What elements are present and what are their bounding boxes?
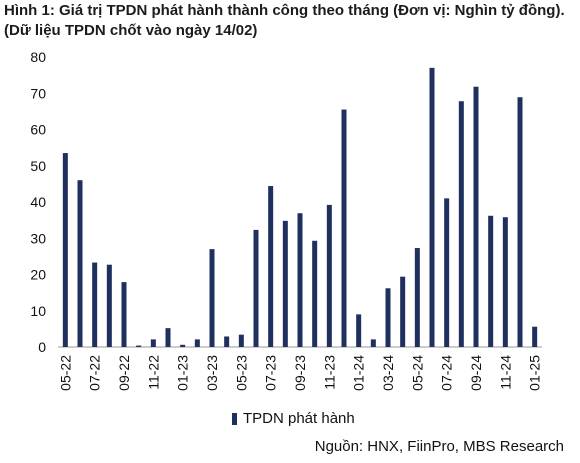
y-tick-label: 30 (30, 230, 46, 246)
bar-01-24 (356, 314, 362, 347)
bar-12-23 (341, 109, 347, 347)
x-tick-label: 07-24 (439, 355, 455, 391)
y-tick-label: 80 (30, 49, 46, 65)
x-tick-label: 03-23 (204, 355, 220, 391)
bar-07-24 (444, 198, 450, 347)
x-tick-label: 05-22 (57, 355, 73, 391)
x-axis: 05-22 07-22 09-22 11-22 01-23 03-23 05-23 07-23… (57, 355, 542, 391)
bar-11-23 (326, 204, 332, 347)
y-tick-label: 50 (30, 158, 46, 174)
bar-08-24 (458, 101, 464, 347)
bar-05-22 (62, 153, 68, 347)
bar-06-24 (429, 67, 435, 347)
x-tick-label: 05-24 (409, 355, 425, 391)
x-tick-label: 11-24 (497, 355, 513, 390)
x-tick-label: 11-23 (321, 355, 337, 390)
source-note: Nguồn: HNX, FiinPro, MBS Research (314, 438, 564, 455)
x-tick-label: 01-23 (175, 355, 191, 391)
x-tick-label: 09-22 (116, 355, 132, 391)
y-tick-label: 10 (30, 303, 46, 319)
bar-05-23 (238, 334, 244, 347)
chart-title: Hình 1: Giá trị TPDN phát hành thành côn… (4, 2, 565, 39)
x-tick-label: 03-24 (380, 355, 396, 391)
bar-07-22 (92, 262, 98, 347)
bar-07-23 (268, 186, 274, 347)
bar-03-24 (385, 288, 391, 347)
bar-06-23 (253, 229, 259, 347)
x-tick-label: 01-25 (527, 355, 543, 391)
bar-05-24 (414, 248, 420, 347)
bar-chart: 0 10 20 30 40 50 60 70 80 05-22 07-22 09-22 11-22 01… (30, 49, 542, 391)
bar-10-24 (488, 215, 494, 347)
x-tick-label: 09-24 (468, 355, 484, 391)
x-tick-label: 11-22 (145, 355, 161, 390)
y-tick-label: 0 (38, 339, 46, 355)
bar-09-22 (121, 282, 127, 347)
y-axis: 0 10 20 30 40 50 60 70 80 (30, 49, 46, 355)
bar-02-24 (370, 339, 376, 347)
bar-09-24 (473, 86, 479, 347)
bar-08-23 (282, 220, 288, 347)
x-tick-label: 07-23 (263, 355, 279, 391)
bar-01-23 (180, 344, 186, 347)
legend: TPDN phát hành (232, 410, 355, 427)
x-tick-label: 07-22 (87, 355, 103, 391)
y-tick-label: 60 (30, 122, 46, 138)
y-tick-label: 70 (30, 85, 46, 101)
x-tick-label: 09-23 (292, 355, 308, 391)
legend-label: TPDN phát hành (243, 410, 355, 427)
bars (62, 67, 538, 347)
bar-02-23 (194, 339, 200, 347)
x-tick-label: 05-23 (233, 355, 249, 391)
bar-09-23 (297, 213, 303, 347)
bar-10-22 (136, 345, 142, 347)
bar-11-24 (502, 217, 508, 347)
bar-11-22 (150, 339, 156, 347)
bar-12-24 (517, 97, 523, 347)
bar-04-23 (224, 336, 230, 347)
bar-10-23 (312, 240, 318, 347)
bar-08-22 (106, 264, 112, 347)
legend-swatch (232, 412, 237, 425)
bar-12-22 (165, 328, 171, 347)
bar-04-24 (400, 276, 406, 347)
y-tick-label: 20 (30, 267, 46, 283)
x-tick-label: 01-24 (351, 355, 367, 391)
bar-01-25 (532, 326, 538, 347)
bar-03-23 (209, 249, 215, 347)
y-tick-label: 40 (30, 194, 46, 210)
bar-06-22 (77, 180, 83, 347)
